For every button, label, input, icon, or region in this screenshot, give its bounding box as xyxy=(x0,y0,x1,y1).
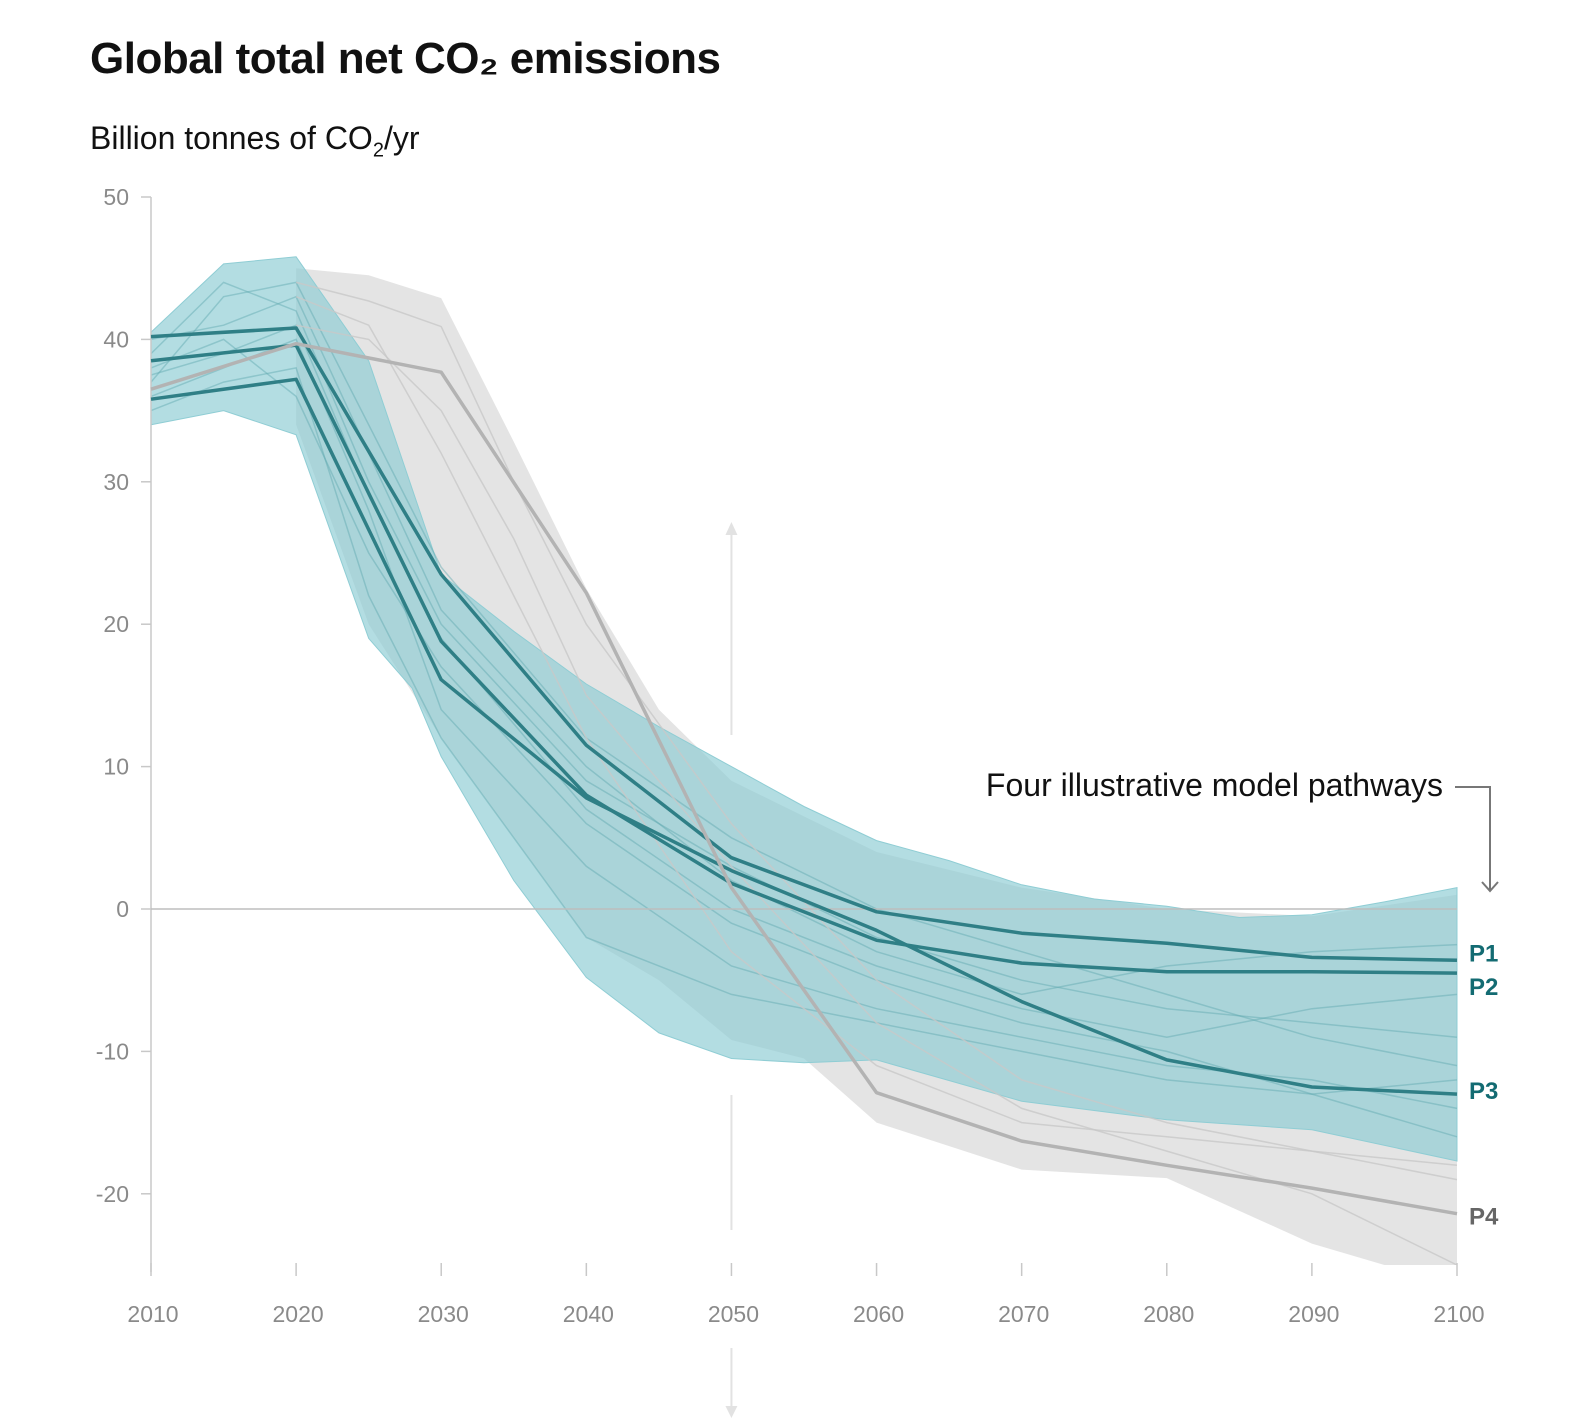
x-tick-label: 2100 xyxy=(1433,1301,1484,1327)
y-tick-label: 40 xyxy=(103,326,129,352)
pathway-line-p3 xyxy=(150,377,1458,1096)
pathway-label-p4: P4 xyxy=(1469,1204,1499,1231)
x-tick-label: 2090 xyxy=(1288,1301,1339,1327)
teal-ensemble-line xyxy=(150,338,1458,1110)
ensemble-lines xyxy=(150,281,1458,1265)
x-tick-label: 2060 xyxy=(853,1301,904,1327)
annotation-arrow-icon xyxy=(1481,881,1499,893)
pathway-line-p1 xyxy=(150,326,1458,963)
gray-ensemble-line xyxy=(295,296,1458,1181)
x-tick-label: 2030 xyxy=(418,1301,469,1327)
x-tick-label: 2010 xyxy=(127,1301,178,1327)
annotation-bracket xyxy=(1455,786,1491,890)
y-axis-label-unit: /yr xyxy=(383,120,420,156)
envelope-bands xyxy=(150,256,1458,1265)
y-tick-label: 50 xyxy=(103,184,129,210)
pathway-lines xyxy=(150,326,1458,1216)
x-tick-label: 2080 xyxy=(1143,1301,1194,1327)
y-axis-label-subscript: 2 xyxy=(372,139,384,162)
teal-ensemble-line xyxy=(150,281,1458,1067)
pathway-label-p3: P3 xyxy=(1469,1078,1498,1105)
chart-title: Global total net CO₂ emissions xyxy=(90,34,721,83)
y-axis-label-main: Billion tonnes of CO xyxy=(90,120,373,156)
pathway-line-p4 xyxy=(150,341,1458,1216)
pathway-label-p2: P2 xyxy=(1469,974,1498,1001)
y-tick-label: 0 xyxy=(116,896,129,922)
y-tick-label: 20 xyxy=(103,611,129,637)
x-tick-label: 2040 xyxy=(563,1301,614,1327)
y-tick-label: 10 xyxy=(103,754,129,780)
teal-ensemble-line xyxy=(150,367,1458,1095)
down-arrow-icon xyxy=(725,1406,738,1418)
gray-ensemble-line xyxy=(295,324,1458,1265)
pathway-labels: P1 P2 P3 P4 xyxy=(1469,940,1499,1230)
x-tick-label: 2020 xyxy=(273,1301,324,1327)
pathway-label-p1: P1 xyxy=(1469,940,1498,967)
x-tick-label: 2050 xyxy=(708,1301,759,1327)
y-tick-label: -20 xyxy=(96,1181,129,1207)
teal-ensemble-line xyxy=(150,281,1458,1038)
y-tick-label: 30 xyxy=(103,469,129,495)
teal-ensemble-line xyxy=(150,295,1458,996)
teal-envelope-band xyxy=(150,256,1458,1162)
pathway-line-p2 xyxy=(150,343,1458,975)
up-arrow-icon xyxy=(725,522,738,535)
decorative-arrows xyxy=(725,522,1499,1418)
x-tick-label: 2070 xyxy=(998,1301,1049,1327)
y-axis-label: Billion tonnes of CO2/yr xyxy=(90,120,419,162)
annotation-text: Four illustrative model pathways xyxy=(986,767,1443,803)
gray-ensemble-line xyxy=(295,281,1458,1167)
y-tick-label: -10 xyxy=(96,1038,129,1064)
teal-ensemble-line xyxy=(150,338,1458,1138)
